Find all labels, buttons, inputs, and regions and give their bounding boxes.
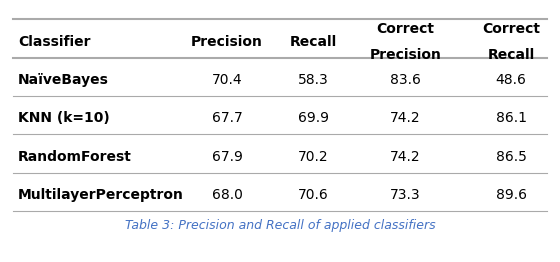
Text: 70.6: 70.6	[298, 188, 329, 202]
Text: 86.5: 86.5	[496, 150, 527, 164]
Text: 89.6: 89.6	[496, 188, 527, 202]
Text: 70.4: 70.4	[212, 73, 242, 87]
Text: Classifier: Classifier	[18, 35, 91, 48]
Text: 69.9: 69.9	[298, 111, 329, 125]
Text: 73.3: 73.3	[390, 188, 421, 202]
Text: 58.3: 58.3	[298, 73, 329, 87]
Text: MultilayerPerceptron: MultilayerPerceptron	[18, 188, 184, 202]
Text: 83.6: 83.6	[390, 73, 421, 87]
Text: NaïveBayes: NaïveBayes	[18, 73, 109, 87]
Text: Correct: Correct	[482, 21, 540, 36]
Text: 74.2: 74.2	[390, 111, 421, 125]
Text: 67.9: 67.9	[212, 150, 242, 164]
Text: 67.7: 67.7	[212, 111, 242, 125]
Text: Precision: Precision	[191, 35, 263, 48]
Text: Recall: Recall	[290, 35, 337, 48]
Text: 74.2: 74.2	[390, 150, 421, 164]
Text: RandomForest: RandomForest	[18, 150, 132, 164]
Text: 86.1: 86.1	[496, 111, 527, 125]
Text: Recall: Recall	[488, 47, 535, 62]
Text: Table 3: Precision and Recall of applied classifiers: Table 3: Precision and Recall of applied…	[125, 219, 435, 232]
Text: Correct: Correct	[376, 21, 435, 36]
Text: 48.6: 48.6	[496, 73, 527, 87]
Text: KNN (k=10): KNN (k=10)	[18, 111, 110, 125]
Text: Precision: Precision	[370, 47, 441, 62]
Text: 70.2: 70.2	[298, 150, 329, 164]
Text: 68.0: 68.0	[212, 188, 242, 202]
